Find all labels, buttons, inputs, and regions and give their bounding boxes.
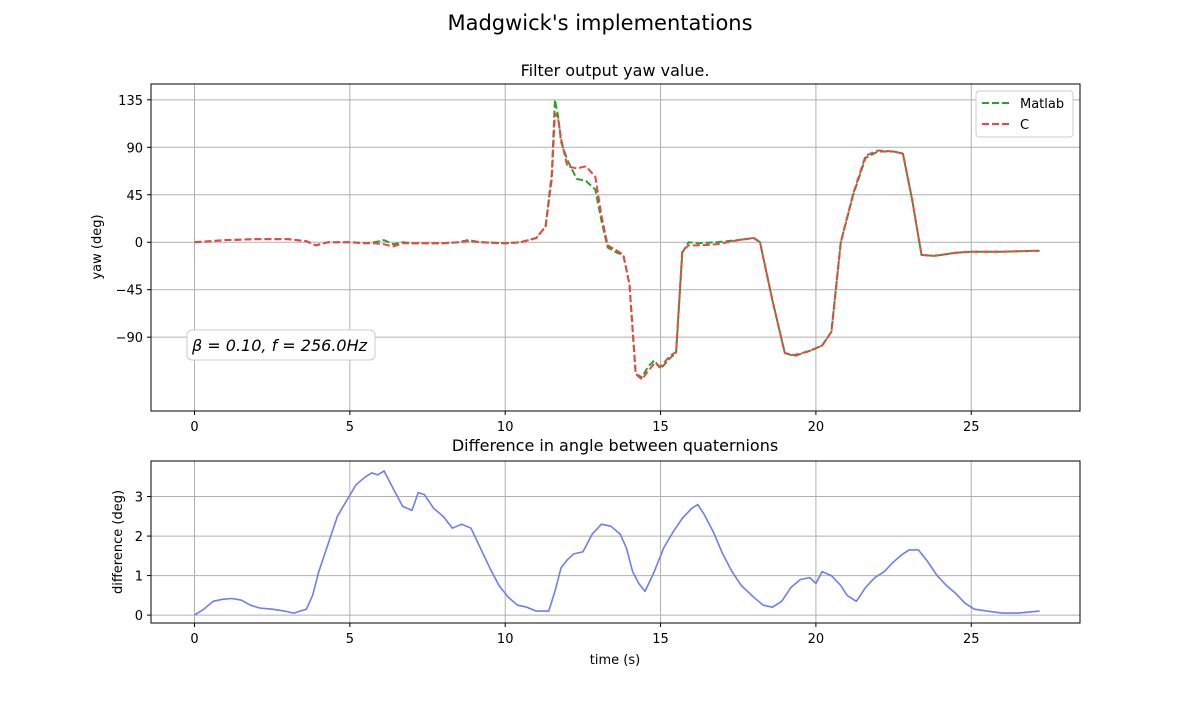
- yaw-series-lines: [194, 98, 1040, 381]
- difference-xtick-label: 20: [808, 632, 825, 647]
- parameter-annotation: β = 0.10, f = 256.0Hz: [186, 329, 376, 361]
- difference-axes-title: Difference in angle between quaternions: [452, 436, 778, 455]
- difference-xtick-label: 0: [190, 632, 198, 647]
- legend-frame: [975, 90, 1074, 138]
- yaw-axes-title: Filter output yaw value.: [521, 61, 710, 80]
- yaw-grid: [151, 84, 1080, 411]
- difference-xtick-label: 5: [346, 632, 354, 647]
- difference-xtick-label: 15: [652, 632, 669, 647]
- yaw-axes: 0 5 10 15 20 25 −90 −45 0 45 90 135 Filter output y…: [90, 61, 1081, 435]
- c-series-line: [194, 112, 1040, 381]
- yaw-xtick-label: 0: [190, 420, 198, 435]
- yaw-ytick-label: 45: [126, 189, 143, 204]
- annotation-box: [186, 329, 376, 361]
- difference-ytick-label: 1: [135, 570, 143, 585]
- difference-axes: 0 5 10 15 20 25 0 1 2 3 Difference in angle betwe…: [111, 436, 1081, 668]
- difference-series-lines: [194, 470, 1040, 616]
- yaw-ylabel: yaw (deg): [90, 214, 105, 279]
- difference-ytick-label: 0: [135, 609, 143, 624]
- yaw-xtick-label: 10: [497, 420, 514, 435]
- yaw-xtick-label: 20: [808, 420, 825, 435]
- legend-c-label: C: [1020, 118, 1029, 133]
- yaw-xtick-label: 25: [963, 420, 980, 435]
- difference-series-line: [194, 470, 1040, 616]
- yaw-ytick-label: −45: [116, 284, 143, 299]
- legend-matlab-label: Matlab: [1020, 97, 1064, 112]
- difference-axes-frame: [150, 460, 1081, 624]
- yaw-ytick-label: −90: [116, 331, 143, 346]
- yaw-xtick-label: 15: [652, 420, 669, 435]
- difference-ticks: 0 5 10 15 20 25 0 1 2 3: [135, 491, 980, 647]
- difference-xlabel: time (s): [590, 653, 640, 668]
- yaw-ytick-label: 135: [118, 94, 143, 109]
- yaw-xtick-label: 5: [346, 420, 354, 435]
- legend: Matlab C: [975, 90, 1074, 138]
- yaw-ytick-label: 90: [126, 141, 143, 156]
- difference-ylabel: difference (deg): [111, 490, 126, 594]
- difference-ytick-label: 2: [135, 530, 143, 545]
- figure-suptitle: Madgwick's implementations: [447, 11, 752, 35]
- annotation-text: β = 0.10, f = 256.0Hz: [191, 336, 368, 355]
- yaw-ticks: 0 5 10 15 20 25 −90 −45 0 45 90 135: [116, 94, 980, 435]
- difference-xtick-label: 25: [963, 632, 980, 647]
- yaw-ytick-label: 0: [135, 236, 143, 251]
- difference-xtick-label: 10: [497, 632, 514, 647]
- difference-ytick-label: 3: [135, 491, 143, 506]
- yaw-axes-frame: [150, 83, 1081, 412]
- difference-grid: [151, 461, 1080, 623]
